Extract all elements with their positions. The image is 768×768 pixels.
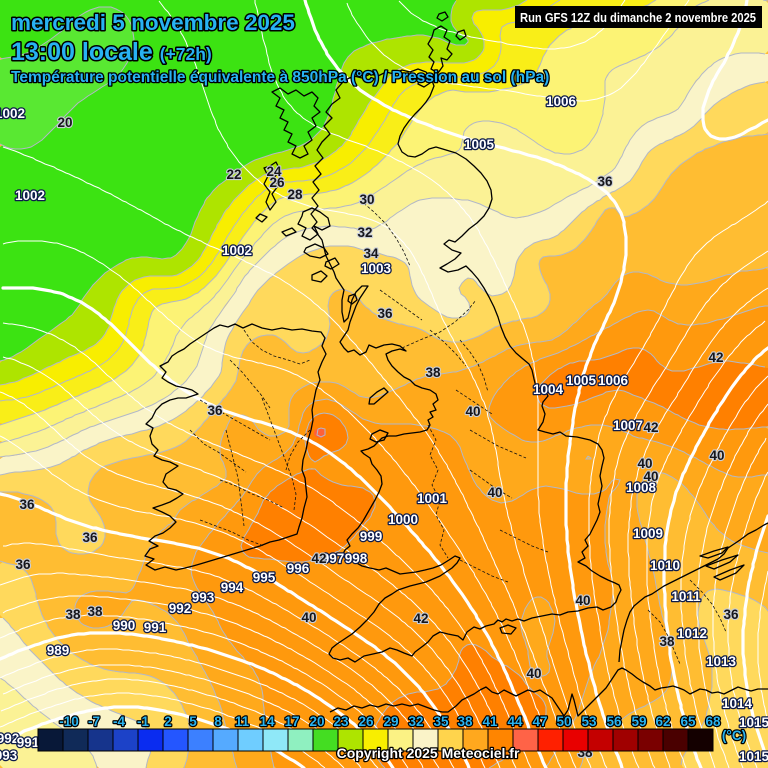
svg-text:1002: 1002: [0, 106, 25, 121]
svg-text:40: 40: [575, 593, 590, 608]
svg-text:1015: 1015: [739, 715, 768, 730]
svg-text:1004: 1004: [533, 382, 564, 397]
svg-text:40: 40: [487, 485, 502, 500]
svg-text:991: 991: [144, 620, 167, 635]
svg-text:38: 38: [87, 604, 103, 619]
svg-text:995: 995: [253, 570, 276, 585]
svg-text:36: 36: [597, 174, 613, 189]
svg-text:-4: -4: [113, 714, 125, 729]
svg-text:38: 38: [457, 714, 473, 729]
svg-text:(°C): (°C): [722, 728, 746, 743]
svg-text:22: 22: [226, 167, 241, 182]
svg-text:30: 30: [359, 192, 374, 207]
svg-text:23: 23: [333, 714, 349, 729]
svg-text:42: 42: [708, 350, 723, 365]
svg-text:1010: 1010: [650, 558, 680, 573]
svg-text:24: 24: [266, 164, 282, 179]
svg-text:42: 42: [643, 420, 658, 435]
svg-text:36: 36: [207, 403, 223, 418]
svg-text:-7: -7: [88, 714, 100, 729]
svg-text:38: 38: [659, 634, 675, 649]
svg-text:35: 35: [433, 714, 449, 729]
svg-text:5: 5: [189, 714, 197, 729]
svg-text:1009: 1009: [633, 526, 663, 541]
svg-text:1002: 1002: [222, 243, 252, 258]
svg-text:-1: -1: [137, 714, 149, 729]
svg-text:26: 26: [358, 714, 374, 729]
svg-text:29: 29: [383, 714, 398, 729]
svg-text:992: 992: [0, 731, 19, 746]
svg-text:68: 68: [705, 714, 721, 729]
svg-text:47: 47: [532, 714, 547, 729]
svg-text:17: 17: [284, 714, 299, 729]
svg-text:14: 14: [259, 714, 275, 729]
svg-text:59: 59: [631, 714, 646, 729]
svg-text:40: 40: [709, 448, 724, 463]
svg-text:40: 40: [526, 666, 541, 681]
svg-text:990: 990: [113, 618, 136, 633]
svg-text:Copyright 2025 Meteociel.fr: Copyright 2025 Meteociel.fr: [337, 745, 520, 761]
svg-text:53: 53: [581, 714, 597, 729]
svg-text:44: 44: [507, 714, 523, 729]
svg-text:32: 32: [408, 714, 423, 729]
svg-text:994: 994: [221, 580, 244, 595]
svg-text:38: 38: [65, 607, 81, 622]
svg-text:11: 11: [235, 714, 250, 729]
svg-text:991: 991: [17, 735, 40, 750]
svg-text:20: 20: [57, 115, 72, 130]
svg-text:56: 56: [606, 714, 622, 729]
svg-text:1015: 1015: [739, 749, 768, 764]
svg-text:-10: -10: [59, 714, 79, 729]
svg-text:36: 36: [15, 557, 31, 572]
svg-text:999: 999: [360, 529, 383, 544]
svg-text:2: 2: [164, 714, 172, 729]
svg-text:1012: 1012: [677, 626, 707, 641]
svg-text:1005: 1005: [464, 137, 495, 152]
svg-text:36: 36: [19, 497, 35, 512]
svg-text:1013: 1013: [706, 654, 737, 669]
svg-text:1001: 1001: [417, 491, 448, 506]
svg-text:1002: 1002: [15, 188, 45, 203]
svg-text:1003: 1003: [361, 261, 392, 276]
svg-text:50: 50: [556, 714, 571, 729]
svg-text:Température potentielle équiva: Température potentielle équivalente à 85…: [11, 69, 549, 86]
svg-text:998: 998: [345, 551, 368, 566]
svg-text:1006: 1006: [598, 373, 629, 388]
svg-text:1008: 1008: [626, 480, 657, 495]
svg-text:26: 26: [269, 175, 285, 190]
svg-text:34: 34: [363, 246, 379, 261]
svg-text:Run GFS 12Z du dimanche 2 nove: Run GFS 12Z du dimanche 2 novembre 2025: [520, 11, 756, 25]
svg-text:1011: 1011: [671, 589, 701, 604]
svg-text:992: 992: [169, 601, 192, 616]
svg-text:989: 989: [47, 643, 70, 658]
svg-text:996: 996: [287, 561, 310, 576]
svg-text:20: 20: [309, 714, 324, 729]
svg-text:1007: 1007: [613, 418, 643, 433]
svg-text:40: 40: [643, 469, 658, 484]
svg-text:40: 40: [637, 456, 652, 471]
svg-text:36: 36: [82, 530, 98, 545]
svg-text:42: 42: [311, 551, 326, 566]
svg-text:mercredi 5 novembre 2025: mercredi 5 novembre 2025: [11, 10, 295, 35]
svg-text:62: 62: [655, 714, 670, 729]
svg-text:1006: 1006: [546, 94, 577, 109]
svg-text:36: 36: [377, 306, 393, 321]
svg-text:8: 8: [214, 714, 222, 729]
svg-text:997: 997: [322, 551, 345, 566]
svg-text:28: 28: [287, 187, 303, 202]
svg-text:38: 38: [425, 365, 441, 380]
svg-text:1014: 1014: [722, 696, 753, 711]
svg-text:40: 40: [465, 404, 480, 419]
svg-text:32: 32: [357, 225, 372, 240]
svg-text:993: 993: [0, 748, 18, 763]
svg-text:36: 36: [723, 607, 739, 622]
svg-text:41: 41: [482, 714, 498, 729]
svg-text:1000: 1000: [388, 512, 418, 527]
svg-text:65: 65: [680, 714, 696, 729]
svg-text:42: 42: [413, 611, 428, 626]
svg-text:40: 40: [301, 610, 316, 625]
svg-text:1005: 1005: [566, 373, 597, 388]
svg-text:993: 993: [192, 590, 215, 605]
